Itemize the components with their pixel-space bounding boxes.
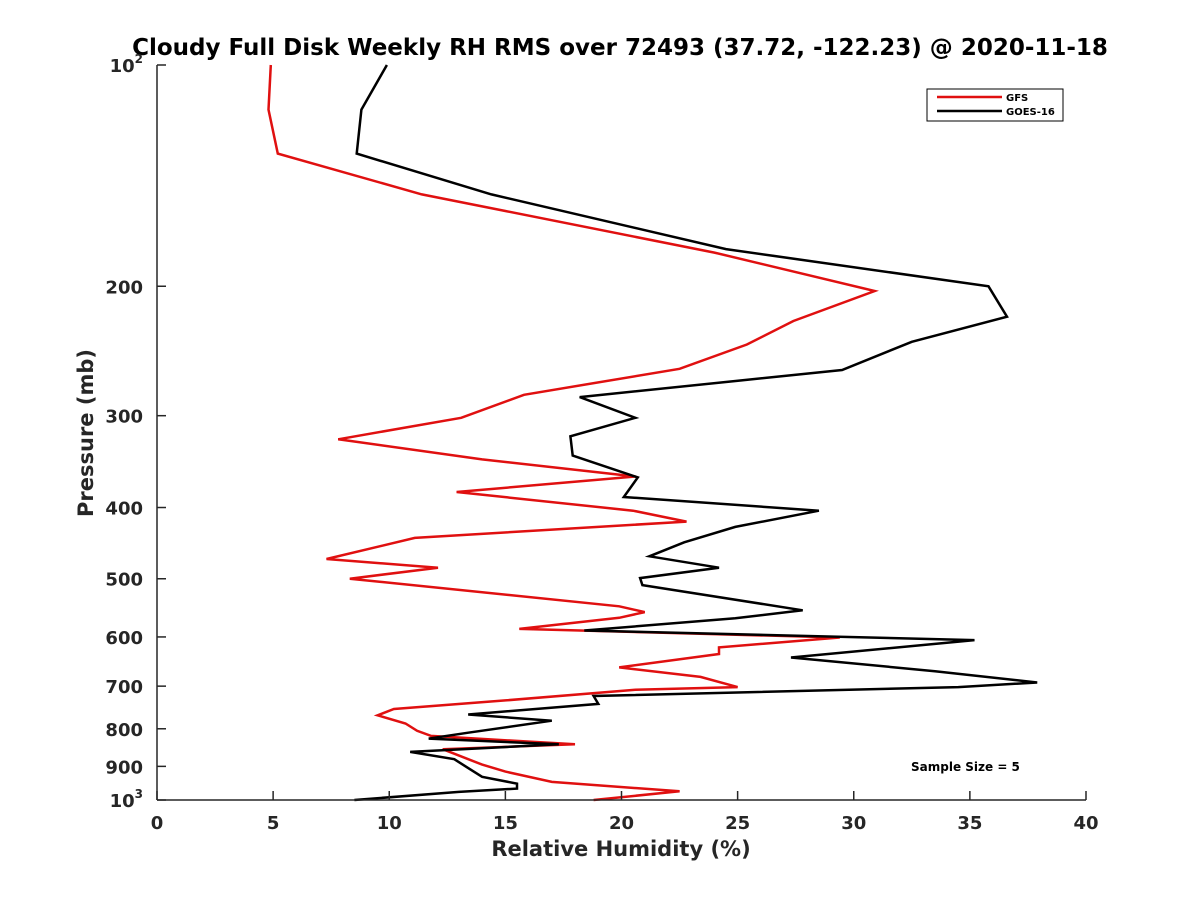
y-tick-label: 600 [105, 628, 143, 649]
legend-label-gfs: GFS [1006, 93, 1028, 104]
x-tick-label: 35 [957, 813, 982, 834]
chart-title: Cloudy Full Disk Weekly RH RMS over 7249… [132, 35, 1108, 61]
y-tick-label: 900 [105, 757, 143, 778]
x-tick-label: 20 [609, 813, 634, 834]
x-tick-label: 25 [725, 813, 750, 834]
x-ticks: 0 5 10 15 20 25 30 35 40 [151, 791, 1099, 834]
y-tick-label: 500 [105, 570, 143, 591]
y-tick-label: 400 [105, 499, 143, 520]
x-tick-label: 10 [377, 813, 402, 834]
plot-area: 0 5 10 15 20 25 30 35 40 102 200 300 400 500 600 700 80… [105, 52, 1098, 834]
sample-size-annotation: Sample Size = 5 [911, 760, 1020, 774]
y-tick-label: 103 [110, 787, 143, 812]
y-tick-label: 800 [105, 720, 143, 741]
series-layer [267, 64, 1038, 802]
y-ticks: 102 200 300 400 500 600 700 800 900 103 [105, 52, 166, 812]
x-tick-label: 30 [841, 813, 866, 834]
x-axis-label: Relative Humidity (%) [491, 837, 750, 861]
y-tick-label: 102 [110, 52, 143, 77]
y-axis-label: Pressure (mb) [74, 349, 98, 517]
series-line-gfs [267, 64, 880, 802]
legend-label-goes16: GOES-16 [1006, 107, 1055, 118]
legend: GFS GOES-16 [926, 88, 1064, 122]
x-tick-label: 40 [1073, 813, 1098, 834]
x-tick-label: 15 [493, 813, 518, 834]
y-tick-label: 700 [105, 677, 143, 698]
series-line-goes16 [354, 64, 1038, 802]
x-tick-label: 0 [151, 813, 164, 834]
y-tick-label: 300 [105, 407, 143, 428]
x-tick-label: 5 [267, 813, 280, 834]
y-tick-label: 200 [105, 277, 143, 298]
legend-box [926, 88, 1064, 122]
